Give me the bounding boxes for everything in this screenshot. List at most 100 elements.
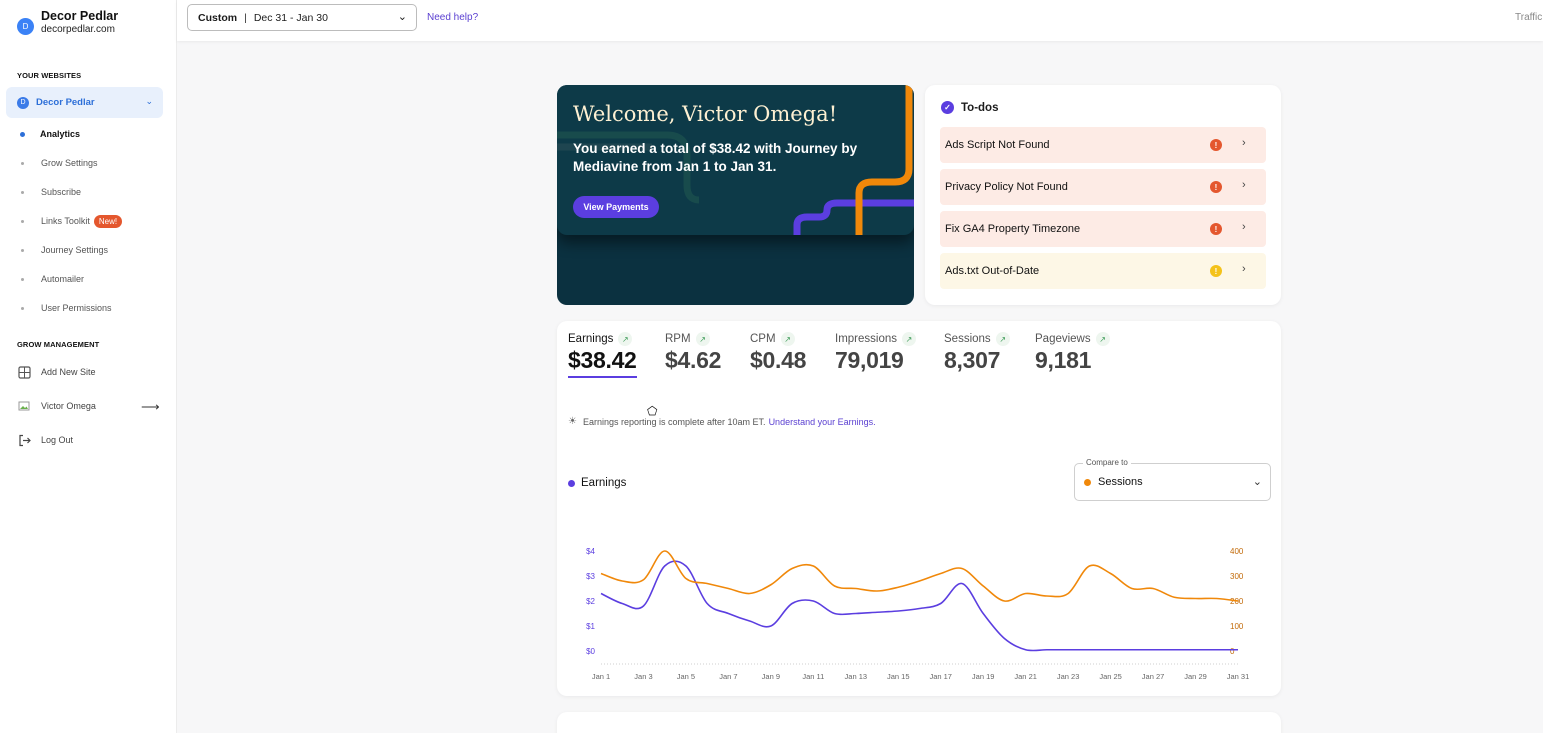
websites-heading: YOUR WEBSITES [17, 71, 82, 80]
metrics-card: Earnings ↗ $38.42 RPM ↗ $4.62 CPM ↗ $0.48 I… [557, 321, 1281, 696]
left-axis-tick: $1 [586, 622, 595, 631]
x-axis-tick: Jan 21 [1014, 672, 1037, 681]
traffic-link[interactable]: Traffic [1515, 12, 1543, 23]
x-axis-tick: Jan 23 [1057, 672, 1080, 681]
top-bar: Custom | Dec 31 - Jan 30 ⌄ Need help? Tr… [177, 0, 1543, 41]
metric-value: $38.42 [568, 347, 637, 373]
trend-up-icon: ↗ [780, 332, 795, 346]
right-axis-tick: 400 [1230, 547, 1244, 556]
site-selector-label: Decor Pedlar [36, 97, 95, 108]
metric-label: CPM [750, 333, 776, 345]
metric-impressions[interactable]: Impressions ↗ 79,019 [835, 332, 916, 374]
arrow-right-icon[interactable]: ⟶ [141, 399, 160, 414]
welcome-banner: Welcome, Victor Omega! You earned a tota… [557, 85, 914, 235]
user-name: Victor Omega [41, 401, 96, 411]
right-axis-tick: 100 [1230, 622, 1244, 631]
x-axis-tick: Jan 11 [802, 672, 824, 681]
x-axis-tick: Jan 19 [972, 672, 995, 681]
metric-value: 8,307 [944, 347, 1001, 373]
welcome-card: Welcome, Victor Omega! You earned a tota… [557, 85, 914, 305]
metric-rpm[interactable]: RPM ↗ $4.62 [665, 332, 721, 374]
legend-label: Earnings [581, 477, 627, 489]
bullet-icon [21, 248, 24, 252]
bullet-icon [21, 161, 24, 165]
x-axis-tick: Jan 17 [929, 672, 952, 681]
separator: | [244, 11, 247, 24]
x-axis-tick: Jan 3 [634, 672, 652, 681]
left-axis-tick: $2 [586, 597, 595, 606]
todo-privacy-policy[interactable]: Privacy Policy Not Found ! › [940, 169, 1266, 205]
todo-label: Fix GA4 Property Timezone [945, 223, 1081, 235]
sidebar-item-label: Analytics [40, 129, 81, 139]
chart-legend: Earnings [568, 477, 626, 489]
user-profile-link[interactable]: Victor Omega [17, 399, 96, 413]
sidebar-item-links-toolkit[interactable]: Links Toolkit New! [21, 214, 123, 228]
sidebar-item-journey-settings[interactable]: Journey Settings [21, 243, 108, 257]
decorative-lines [557, 85, 914, 235]
x-axis-tick: Jan 5 [677, 672, 695, 681]
date-range-select[interactable]: Custom | Dec 31 - Jan 30 ⌄ [187, 4, 417, 31]
metric-label: Sessions [944, 333, 991, 345]
todo-label: Ads Script Not Found [945, 139, 1050, 151]
metric-sessions[interactable]: Sessions ↗ 8,307 [944, 332, 1010, 374]
sidebar-item-label: Links Toolkit [41, 216, 90, 226]
logout-link[interactable]: Log Out [17, 433, 73, 447]
chevron-down-icon: ⌄ [145, 96, 153, 106]
management-heading: GROW MANAGEMENT [17, 340, 100, 349]
x-axis-tick: Jan 1 [592, 672, 610, 681]
sidebar-item-user-permissions[interactable]: User Permissions [21, 301, 112, 315]
left-axis-tick: $0 [586, 647, 595, 656]
todo-ga4-timezone[interactable]: Fix GA4 Property Timezone ! › [940, 211, 1266, 247]
x-axis-tick: Jan 9 [762, 672, 780, 681]
metric-value: $4.62 [665, 347, 722, 373]
understand-earnings-link[interactable]: Understand your Earnings. [768, 416, 876, 427]
metric-pageviews[interactable]: Pageviews ↗ 9,181 [1035, 332, 1110, 374]
metric-cpm[interactable]: CPM ↗ $0.48 [750, 332, 806, 374]
add-new-site-link[interactable]: Add New Site [17, 365, 96, 379]
brand-url: decorpedlar.com [41, 24, 115, 35]
sidebar-item-label: Grow Settings [41, 158, 98, 168]
sidebar-item-label: Journey Settings [41, 245, 109, 255]
need-help-link[interactable]: Need help? [427, 12, 479, 23]
next-card [557, 712, 1281, 733]
right-axis-tick: 0 [1230, 647, 1235, 656]
alert-icon: ! [1210, 139, 1222, 151]
series-line-sessions [600, 550, 1239, 602]
view-payments-button[interactable]: View Payments [573, 196, 659, 218]
selected-underline [568, 376, 637, 378]
note-text: Earnings reporting is complete after 10a… [582, 416, 766, 427]
metric-label: Pageviews [1035, 333, 1091, 345]
logout-label: Log Out [41, 435, 74, 445]
brand[interactable]: D Decor Pedlar decorpedlar.com [17, 9, 118, 36]
chevron-right-icon: › [1242, 137, 1246, 149]
range-type: Custom [198, 11, 238, 24]
brand-name: Decor Pedlar [41, 9, 119, 23]
logout-icon [17, 433, 31, 447]
sidebar-item-grow-settings[interactable]: Grow Settings [21, 156, 98, 170]
user-avatar-icon [17, 399, 31, 413]
trend-up-icon: ↗ [695, 332, 710, 346]
compare-value-label: Sessions [1098, 476, 1143, 488]
sidebar-item-label: Automailer [41, 274, 85, 284]
chevron-down-icon: ⌄ [397, 11, 407, 23]
sidebar-item-subscribe[interactable]: Subscribe [21, 185, 81, 199]
trend-up-icon: ↗ [618, 332, 633, 346]
x-axis-tick: Jan 27 [1142, 672, 1165, 681]
chevron-right-icon: › [1242, 221, 1246, 233]
metric-label: Impressions [835, 333, 897, 345]
metric-earnings[interactable]: Earnings ↗ $38.42 [568, 332, 637, 378]
todo-ads-script[interactable]: Ads Script Not Found ! › [940, 127, 1266, 163]
sidebar-item-automailer[interactable]: Automailer [21, 272, 84, 286]
legend-dot [568, 479, 575, 487]
metric-label: RPM [665, 333, 691, 345]
compare-to-select[interactable]: Compare to Sessions ⌄ [1074, 458, 1271, 501]
sidebar-item-analytics[interactable]: Analytics [20, 127, 81, 141]
site-selector[interactable]: D Decor Pedlar ⌄ [6, 87, 163, 118]
bullet-icon [21, 277, 24, 281]
site-avatar: D [17, 96, 29, 109]
todo-ads-txt[interactable]: Ads.txt Out-of-Date ! › [940, 253, 1266, 289]
x-axis-tick: Jan 7 [719, 672, 737, 681]
welcome-message: You earned a total of $38.42 with Journe… [573, 141, 858, 174]
metric-value: 9,181 [1035, 347, 1092, 373]
bullet-icon [21, 219, 24, 223]
